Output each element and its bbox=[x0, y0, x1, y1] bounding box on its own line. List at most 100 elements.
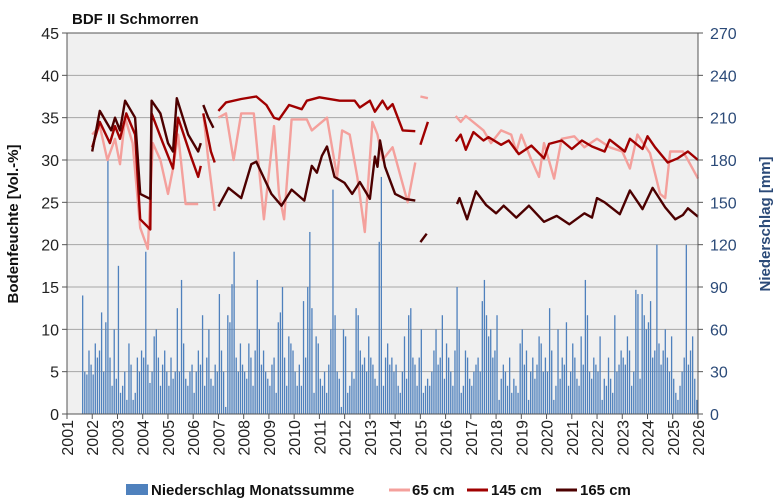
precipitation-bar bbox=[639, 378, 641, 414]
precipitation-bar bbox=[323, 371, 326, 414]
precipitation-bar bbox=[580, 336, 582, 414]
axes: 0510152025303540450306090120150180210240… bbox=[41, 26, 737, 456]
y-right-tick-label: 0 bbox=[710, 407, 719, 424]
precipitation-bar bbox=[252, 385, 254, 414]
precipitation-bar bbox=[509, 357, 511, 414]
precipitation-bar bbox=[328, 364, 330, 414]
precipitation-bar bbox=[612, 392, 614, 414]
precipitation-bar bbox=[490, 329, 492, 414]
precipitation-bar bbox=[231, 284, 233, 414]
precipitation-bar bbox=[336, 371, 338, 414]
legend-label-precipitation: Niederschlag Monatssumme bbox=[151, 482, 354, 499]
precipitation-bar bbox=[399, 392, 401, 414]
series-line-65cm bbox=[454, 114, 700, 200]
precipitation-bar bbox=[630, 385, 633, 414]
precipitation-bar bbox=[311, 308, 313, 414]
precipitation-bar bbox=[487, 336, 490, 414]
y-right-tick-label: 180 bbox=[710, 153, 737, 170]
x-tick-label: 2023 bbox=[615, 420, 632, 456]
precipitation-bar bbox=[355, 308, 357, 414]
precipitation-bar bbox=[143, 357, 145, 414]
precipitation-bar bbox=[359, 350, 361, 414]
precipitation-bar bbox=[675, 392, 677, 414]
precipitation-bar bbox=[601, 399, 603, 414]
precipitation-bar bbox=[431, 371, 433, 414]
precipitation-bar bbox=[668, 371, 671, 414]
precipitation-bar bbox=[233, 251, 235, 414]
precipitation-bar bbox=[237, 371, 239, 414]
precipitation-bar bbox=[469, 378, 471, 414]
y-axis-right-title: Niederschlag [mm] bbox=[757, 156, 774, 291]
y-right-tick-label: 60 bbox=[710, 322, 728, 339]
precipitation-bar bbox=[206, 357, 208, 414]
precipitation-bar bbox=[466, 357, 469, 414]
y-tick-label: 15 bbox=[41, 280, 59, 297]
precipitation-bar bbox=[98, 350, 101, 414]
y-right-tick-label: 90 bbox=[710, 280, 728, 297]
x-tick-label: 2007 bbox=[211, 420, 228, 456]
legend-swatch-precipitation bbox=[126, 484, 148, 495]
precipitation-bar bbox=[414, 364, 416, 414]
precipitation-bar bbox=[225, 406, 227, 414]
precipitation-bar bbox=[90, 364, 92, 414]
x-tick-label: 2019 bbox=[514, 420, 531, 456]
y-right-tick-label: 150 bbox=[710, 195, 737, 212]
precipitation-bar bbox=[548, 308, 551, 414]
precipitation-bar bbox=[652, 357, 654, 414]
precipitation-bar bbox=[591, 378, 593, 414]
precipitation-bar bbox=[340, 406, 343, 414]
y-tick-label: 25 bbox=[41, 195, 59, 212]
precipitation-bar bbox=[687, 364, 690, 414]
precipitation-bar bbox=[155, 329, 157, 414]
precipitation-bar bbox=[241, 364, 244, 414]
precipitation-bar bbox=[567, 385, 570, 414]
precipitation-bar bbox=[403, 336, 406, 414]
precipitation-bar bbox=[193, 392, 195, 414]
precipitation-bar bbox=[445, 343, 448, 414]
precipitation-bar bbox=[696, 399, 698, 414]
legend-label-165cm: 165 cm bbox=[580, 482, 631, 499]
precipitation-bar bbox=[424, 385, 427, 414]
precipitation-bar bbox=[452, 385, 454, 414]
precipitation-bar bbox=[635, 289, 637, 414]
precipitation-bar bbox=[551, 350, 553, 414]
x-tick-label: 2016 bbox=[439, 420, 456, 456]
precipitation-bar bbox=[84, 371, 86, 414]
precipitation-bar bbox=[201, 315, 204, 414]
x-tick-label: 2012 bbox=[338, 420, 355, 456]
x-tick-label: 2003 bbox=[110, 420, 127, 456]
precipitation-bar bbox=[296, 385, 298, 414]
precipitation-bar bbox=[475, 364, 477, 414]
y-tick-label: 5 bbox=[50, 365, 59, 382]
precipitation-bar bbox=[92, 374, 94, 414]
precipitation-bar bbox=[115, 378, 117, 414]
y-right-tick-label: 210 bbox=[710, 111, 737, 128]
precipitation-bar bbox=[254, 350, 256, 414]
precipitation-bar bbox=[683, 357, 685, 414]
precipitation-bar bbox=[208, 329, 210, 414]
x-tick-label: 2002 bbox=[85, 420, 102, 456]
precipitation-bar bbox=[212, 385, 214, 414]
series-line-65cm bbox=[202, 113, 216, 211]
precipitation-bar bbox=[243, 371, 246, 414]
precipitation-bar bbox=[361, 364, 364, 414]
precipitation-bar bbox=[542, 371, 544, 414]
x-tick-label: 2010 bbox=[287, 420, 304, 456]
precipitation-bar bbox=[248, 343, 250, 414]
precipitation-bar bbox=[397, 385, 399, 414]
precipitation-bar bbox=[214, 364, 216, 414]
precipitation-bar bbox=[100, 312, 103, 414]
y-right-tick-label: 120 bbox=[710, 238, 737, 255]
precipitation-bar bbox=[473, 371, 475, 414]
y-tick-label: 10 bbox=[41, 322, 59, 339]
precipitation-bar bbox=[342, 329, 345, 414]
precipitation-bar bbox=[145, 251, 147, 414]
precipitation-bar bbox=[132, 399, 134, 414]
series-line-145cm bbox=[454, 130, 699, 164]
precipitation-bar bbox=[546, 371, 549, 414]
precipitation-bar bbox=[315, 336, 317, 414]
precipitation-bar bbox=[195, 371, 197, 414]
precipitation-bar bbox=[603, 378, 605, 414]
precipitation-bar bbox=[523, 364, 526, 414]
precipitation-bar bbox=[134, 392, 136, 414]
